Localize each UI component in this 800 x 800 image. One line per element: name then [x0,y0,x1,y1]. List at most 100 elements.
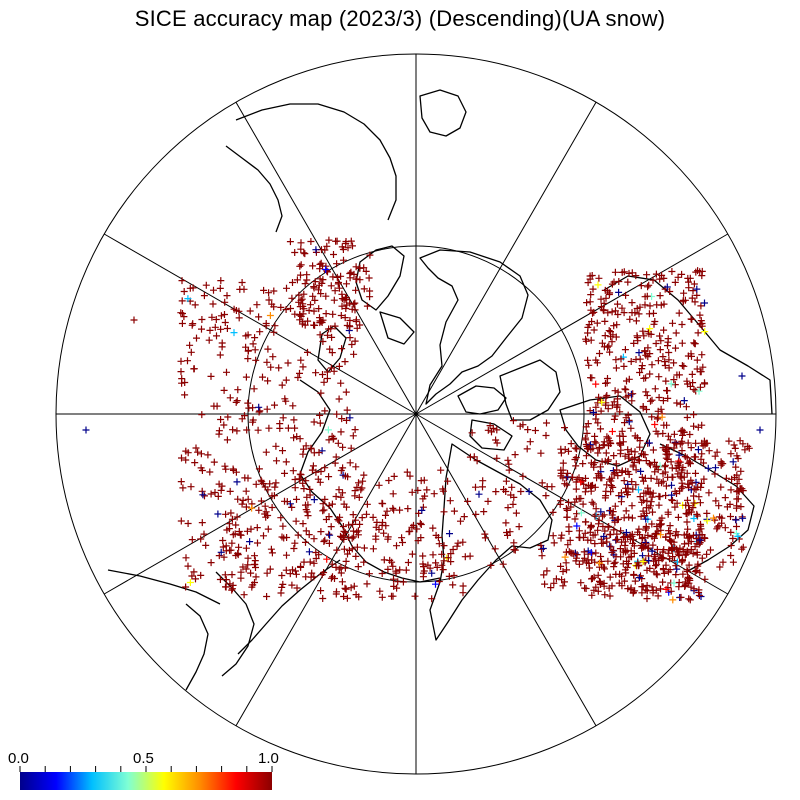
accuracy-marker [552,575,560,583]
accuracy-marker [648,361,656,369]
accuracy-marker [238,279,246,286]
accuracy-marker [591,512,599,520]
accuracy-marker [591,540,599,548]
accuracy-marker [697,455,705,463]
meridian-lines [56,54,776,774]
accuracy-marker [228,585,236,593]
accuracy-marker [705,489,713,497]
accuracy-marker [242,487,250,495]
accuracy-marker [675,552,683,559]
accuracy-marker [210,458,218,466]
accuracy-marker [663,387,671,394]
accuracy-marker [547,584,555,592]
accuracy-marker [316,265,324,273]
accuracy-marker [242,343,250,351]
accuracy-marker [674,273,682,281]
accuracy-marker [322,310,330,318]
accuracy-marker [691,298,699,306]
accuracy-marker [447,550,455,558]
accuracy-marker [328,432,336,440]
accuracy-marker [610,470,618,478]
accuracy-marker [651,458,658,466]
accuracy-marker [582,337,590,345]
accuracy-marker [648,547,656,555]
accuracy-marker [384,565,392,573]
accuracy-marker [408,550,416,558]
accuracy-marker [597,508,605,516]
accuracy-marker [662,377,670,385]
accuracy-marker [322,266,330,273]
accuracy-marker [302,538,309,546]
accuracy-marker [350,582,358,590]
accuracy-marker [669,319,676,327]
accuracy-marker [515,523,523,531]
accuracy-marker [187,483,195,491]
accuracy-marker [652,270,660,278]
accuracy-marker [450,572,458,579]
accuracy-marker [317,389,325,397]
accuracy-marker [300,558,308,566]
accuracy-marker [356,321,364,329]
accuracy-marker [604,375,611,382]
accuracy-marker [260,532,267,540]
accuracy-marker [283,284,290,292]
accuracy-marker [679,570,687,578]
accuracy-marker [727,450,735,458]
accuracy-marker [273,457,280,465]
accuracy-marker [254,426,262,434]
accuracy-marker [321,464,329,472]
accuracy-marker [584,420,592,428]
accuracy-marker [351,337,359,345]
accuracy-marker [328,333,336,341]
accuracy-marker [694,267,702,275]
accuracy-marker [349,520,357,528]
accuracy-marker [690,386,698,393]
accuracy-marker [349,432,357,440]
accuracy-marker [625,375,633,383]
accuracy-marker [587,291,595,299]
accuracy-marker [591,531,599,539]
accuracy-marker [693,510,701,518]
accuracy-marker [650,309,657,317]
accuracy-marker [246,538,254,546]
accuracy-marker [610,415,618,423]
accuracy-marker [378,593,386,601]
accuracy-marker [255,403,263,411]
accuracy-marker [693,548,701,556]
accuracy-marker [603,481,611,489]
accuracy-marker [636,369,644,376]
accuracy-marker [689,550,697,558]
accuracy-marker [424,561,432,569]
accuracy-marker [280,534,288,542]
accuracy-marker [642,540,650,548]
accuracy-marker [666,566,674,574]
accuracy-marker [672,344,679,352]
accuracy-marker [188,572,196,580]
accuracy-marker [179,484,187,492]
accuracy-marker [684,459,692,467]
accuracy-marker [508,483,516,491]
accuracy-marker [217,548,225,556]
accuracy-marker [466,552,474,560]
accuracy-marker [623,564,631,571]
accuracy-marker [707,546,714,554]
accuracy-marker [390,506,398,514]
accuracy-marker [634,528,642,536]
accuracy-marker [363,302,371,310]
accuracy-marker [656,346,664,354]
accuracy-marker [293,433,301,441]
accuracy-marker [320,506,328,514]
accuracy-marker [439,487,447,495]
accuracy-marker [325,539,333,547]
accuracy-marker [633,562,641,570]
accuracy-marker [632,317,640,325]
accuracy-marker [599,512,606,520]
accuracy-marker [657,337,665,345]
accuracy-marker [685,539,693,547]
accuracy-marker [664,394,672,402]
accuracy-marker [333,546,341,554]
accuracy-marker [221,462,229,470]
accuracy-marker [683,530,691,538]
accuracy-marker [692,439,700,447]
accuracy-marker [550,579,558,587]
